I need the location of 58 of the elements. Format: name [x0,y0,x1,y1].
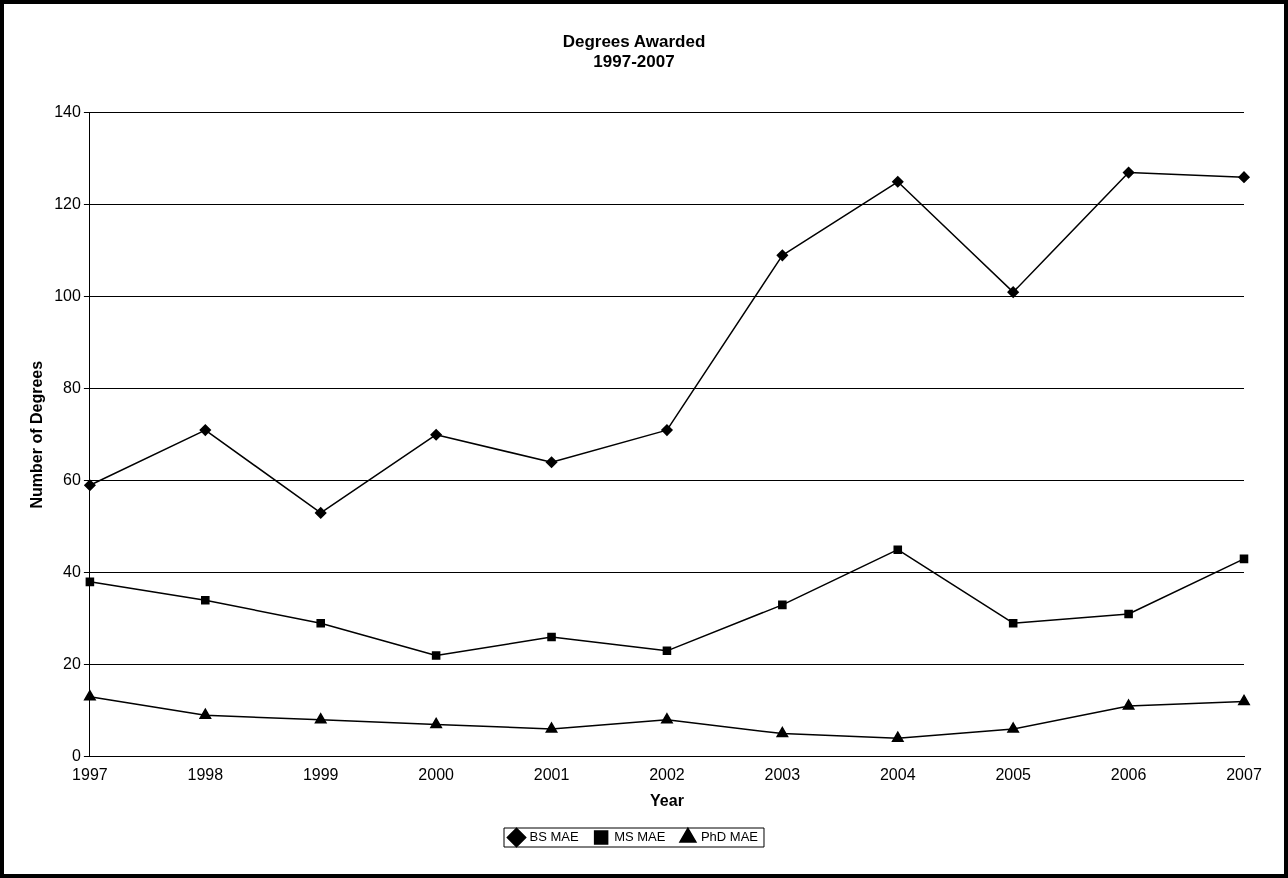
point [892,176,904,188]
legend-label: BS MAE [529,829,579,845]
point [547,632,556,642]
y-tick-label: 80 [63,379,81,397]
x-tick-label: 2003 [764,765,801,783]
y-tick-label: 20 [63,655,81,673]
point [314,713,327,724]
x-axis-title: Year [650,791,684,809]
y-tick-label: 120 [54,195,81,213]
point [431,651,441,660]
point [661,713,673,724]
point [1007,286,1019,298]
y-tick-label: 60 [63,471,81,489]
point [776,249,789,262]
legend-label: MS MAE [614,829,666,845]
point [1238,171,1250,183]
y-axis-title: Number of Degrees [28,360,46,509]
point [778,600,787,610]
point [893,545,903,554]
y-tick-label: 140 [54,103,81,121]
x-tick-label: 2006 [1110,765,1147,783]
x-tick-label: 1999 [302,765,339,783]
point [1239,554,1249,564]
point [83,690,96,701]
point [1007,722,1020,733]
point [85,577,95,587]
x-tick-label: 2001 [533,765,570,783]
point [430,717,443,729]
x-tick-label: 2002 [649,765,685,783]
y-tick-label: 40 [63,563,81,581]
point [430,428,442,441]
point [662,646,672,656]
point [891,731,904,742]
x-tick-label: 1998 [187,765,224,783]
point [1008,618,1018,628]
point [199,708,212,719]
point [199,424,212,436]
legend-label: PhD MAE [700,829,759,845]
point [1122,166,1135,179]
point [1238,694,1250,706]
point [545,456,558,469]
point [1124,609,1133,619]
point [1122,699,1135,710]
x-tick-label: 2005 [995,765,1032,783]
y-tick-label: 100 [54,287,81,305]
y-tick-label: 0 [71,747,81,765]
x-tick-label: 2007 [1226,765,1262,783]
point [316,618,325,628]
x-tick-label: 1997 [72,765,108,783]
point [201,595,210,605]
point [314,507,327,519]
point [661,424,673,436]
point [84,479,96,492]
x-tick-label: 2000 [418,765,455,783]
x-tick-label: 2004 [879,765,916,783]
point [545,722,558,733]
chart-title: Degrees Awarded 1997-2007 [562,31,706,72]
point [776,726,789,738]
